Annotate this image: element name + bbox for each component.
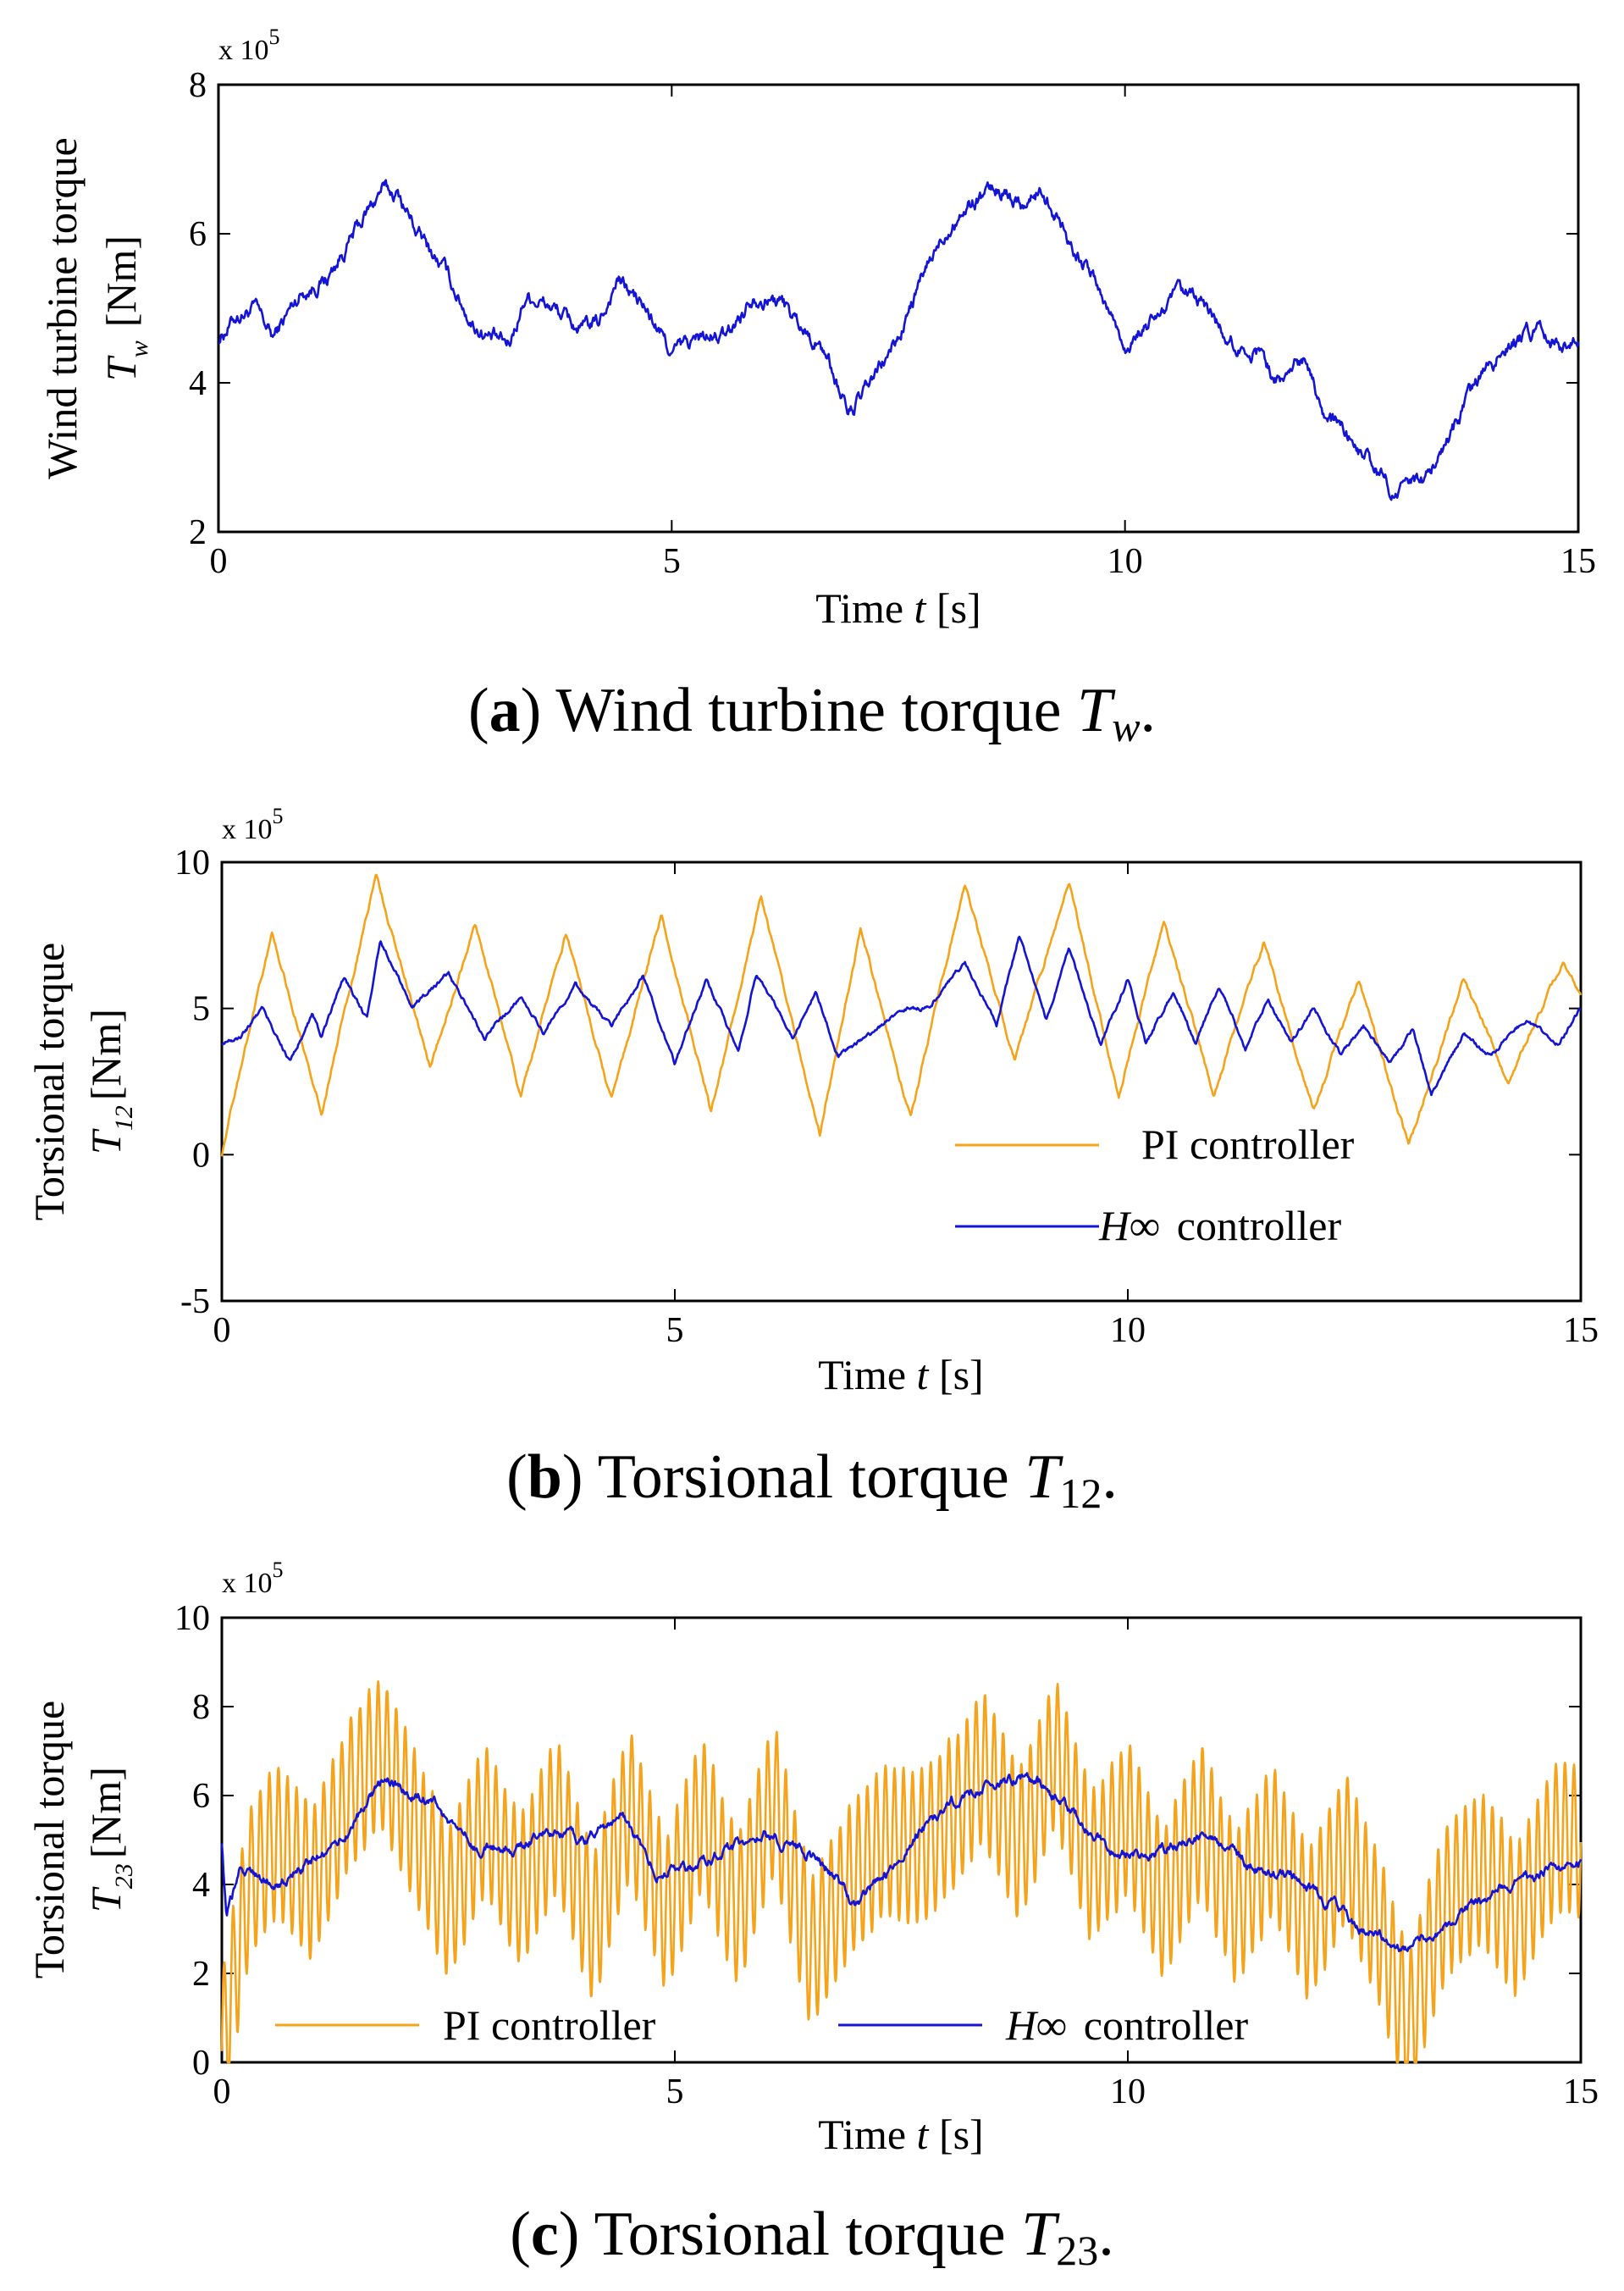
panel-a-ylabel-line1: Wind turbine torque bbox=[38, 137, 86, 479]
panel-b-caption: (b) Torsional torque T12. bbox=[506, 1442, 1118, 1517]
panel-c-ytick-label: 2 bbox=[192, 1955, 210, 1994]
panel-b-xtick-label: 5 bbox=[666, 1311, 684, 1350]
panel-c-ylabel-line1: Torsional torque bbox=[25, 1701, 73, 1978]
panel-c-xtick-label: 5 bbox=[666, 2072, 684, 2111]
panel-c-ytick-label: 0 bbox=[192, 2044, 210, 2083]
panel-a-plot: 0 5 10 15 2 4 6 8 bbox=[189, 66, 1596, 581]
panel-b-ylabel-line1: Torsional torque bbox=[25, 943, 73, 1220]
panel-b-series-pi-line bbox=[220, 873, 1583, 1157]
panel-b-series-hinf-line bbox=[221, 935, 1582, 1097]
panel-c-xtick-label: 15 bbox=[1563, 2072, 1599, 2111]
panel-c-legend-label-hinf: H∞ controller bbox=[1005, 2001, 1248, 2049]
panel-c-legend: PI controller H∞ controller bbox=[275, 2001, 1248, 2049]
panel-b-ytick-label: -5 bbox=[180, 1282, 210, 1321]
panel-c: x 105 0 5 10 15 0 2 4 6 8 10 PI controller H∞ cont… bbox=[25, 1558, 1599, 2274]
panel-a-ylabel-line2: Tw[Nm] bbox=[97, 235, 153, 381]
panel-c-caption: (c) Torsional torque T23. bbox=[510, 2200, 1113, 2274]
panel-b-xlabel: Time t [s] bbox=[818, 1351, 983, 1398]
panel-c-plot: 0 5 10 15 0 2 4 6 8 10 bbox=[174, 1599, 1599, 2111]
panel-b-legend-label-pi: PI controller bbox=[1141, 1121, 1355, 1168]
panel-a-xtick-label: 15 bbox=[1560, 542, 1596, 581]
panel-a-xtick-label: 0 bbox=[210, 542, 228, 581]
panel-c-ytick-label: 10 bbox=[174, 1599, 210, 1638]
panel-c-axes-box bbox=[220, 1616, 1583, 2064]
panel-b-legend-label-hinf: H∞ controller bbox=[1098, 1202, 1341, 1249]
panel-b-xtick-label: 10 bbox=[1110, 1311, 1146, 1350]
panel-a-exponent: x 105 bbox=[218, 25, 280, 66]
panel-b-ylabel-line2: T12[Nm] bbox=[82, 1009, 138, 1154]
panel-a-ytick-label: 2 bbox=[189, 513, 207, 552]
panel-c-ylabel-line2: T23[Nm] bbox=[82, 1767, 138, 1912]
panel-c-ytick-label: 6 bbox=[192, 1777, 210, 1816]
panel-b-exponent: x 105 bbox=[222, 804, 284, 845]
panel-c-xtick-label: 0 bbox=[213, 2072, 231, 2111]
panel-c-legend-label-pi: PI controller bbox=[443, 2001, 656, 2049]
panel-b-xtick-label: 0 bbox=[213, 1311, 231, 1350]
panel-b-ytick-label: 5 bbox=[192, 990, 210, 1029]
panel-c-xlabel: Time t [s] bbox=[818, 2111, 983, 2158]
panel-b-ytick-label: 10 bbox=[174, 844, 210, 883]
panel-b-xtick-label: 15 bbox=[1563, 1311, 1599, 1350]
panel-b-ytick-label: 0 bbox=[192, 1136, 210, 1175]
panel-c-exponent: x 105 bbox=[222, 1558, 284, 1599]
panel-a-axes-box bbox=[217, 83, 1580, 534]
panel-a: x 105 0 5 10 15 2 4 6 8 Wind turbine torque Tw[… bbox=[38, 25, 1596, 750]
panel-c-series-hinf-line bbox=[220, 1772, 1583, 1953]
panel-a-xlabel: Time t [s] bbox=[815, 584, 980, 632]
panel-c-ytick-label: 8 bbox=[192, 1688, 210, 1727]
panel-c-ytick-label: 4 bbox=[192, 1866, 210, 1905]
panel-c-series-pi-line bbox=[220, 1680, 1583, 2064]
panel-a-xtick-label: 5 bbox=[663, 542, 681, 581]
panel-b-axes-box bbox=[220, 861, 1583, 1303]
panel-a-ytick-label: 4 bbox=[189, 364, 207, 403]
panel-a-caption: (a) Wind turbine torque Tw. bbox=[468, 676, 1156, 750]
panel-a-xtick-label: 10 bbox=[1108, 542, 1143, 581]
panel-b-legend: PI controller H∞ controller bbox=[955, 1121, 1355, 1249]
panel-c-xtick-label: 10 bbox=[1110, 2072, 1146, 2111]
panel-a-ytick-label: 8 bbox=[189, 66, 207, 105]
panel-a-series-torque-line bbox=[218, 179, 1580, 501]
panel-a-ytick-label: 6 bbox=[189, 215, 207, 254]
